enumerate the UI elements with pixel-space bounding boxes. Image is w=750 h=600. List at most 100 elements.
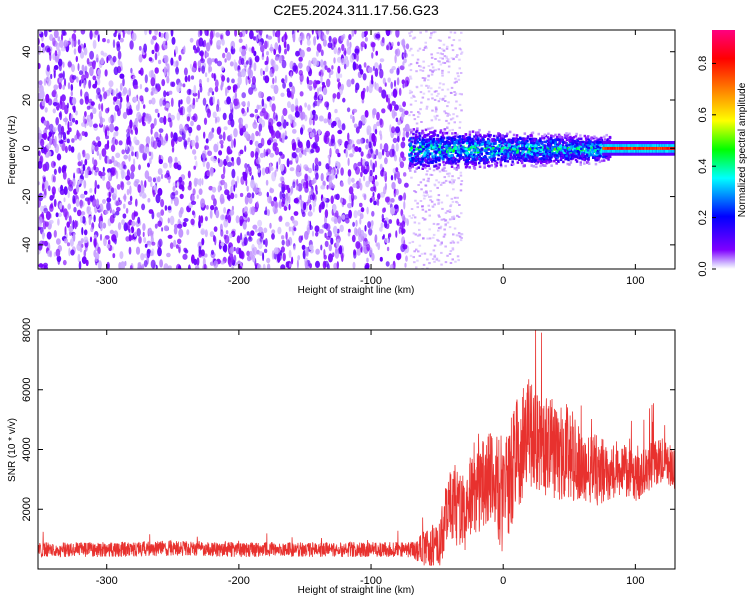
heatmap-cell xyxy=(216,126,222,135)
heatmap-cell xyxy=(262,70,265,76)
heatmap-cell xyxy=(502,137,505,140)
heatmap-cell xyxy=(307,35,310,42)
heatmap-cell xyxy=(517,145,520,148)
heatmap-cell xyxy=(252,254,256,263)
heatmap-cell xyxy=(209,97,214,106)
heatmap-cell xyxy=(448,146,451,149)
heatmap-cell xyxy=(73,206,77,213)
heatmap-cell xyxy=(550,160,553,163)
heatmap-cell xyxy=(133,136,138,144)
heatmap-cell xyxy=(201,65,206,74)
heatmap-cell xyxy=(569,157,573,160)
heatmap-cell xyxy=(58,73,64,78)
heatmap-cell xyxy=(422,135,426,138)
heatmap-cell xyxy=(453,94,457,96)
heatmap-cell xyxy=(93,159,98,167)
heatmap-cell xyxy=(220,143,224,149)
heatmap-cell xyxy=(86,58,90,65)
heatmap-cell xyxy=(155,193,161,204)
heatmap-cell xyxy=(558,141,562,145)
heatmap-cell xyxy=(381,89,387,99)
heatmap-cell xyxy=(391,109,396,119)
heatmap-cell xyxy=(281,134,285,144)
heatmap-cell xyxy=(416,129,419,132)
heatmap-cell xyxy=(253,62,257,72)
heatmap-cell xyxy=(262,263,266,269)
heatmap-cell xyxy=(341,214,346,220)
heatmap-cell xyxy=(553,152,556,155)
heatmap-cell xyxy=(413,96,416,98)
heatmap-cell xyxy=(415,162,418,166)
heatmap-cell xyxy=(213,198,217,207)
heatmap-cell xyxy=(535,165,538,169)
heatmap-cell xyxy=(546,136,550,139)
heatmap-cell xyxy=(327,263,330,269)
heatmap-cell xyxy=(423,252,427,255)
heatmap-cell xyxy=(70,84,74,91)
heatmap-cell xyxy=(454,145,457,149)
heatmap-cell xyxy=(426,258,429,261)
heatmap-cell xyxy=(38,30,42,34)
heatmap-cell xyxy=(561,144,564,147)
heatmap-cell xyxy=(127,89,130,95)
heatmap-cell xyxy=(447,158,451,161)
heatmap-cell xyxy=(426,161,430,164)
heatmap-cell xyxy=(246,106,249,113)
heatmap-cell xyxy=(371,252,375,262)
heatmap-cell xyxy=(416,234,420,237)
heatmap-cell xyxy=(60,94,66,102)
heatmap-cell xyxy=(298,152,303,158)
heatmap-cell xyxy=(67,121,70,131)
heatmap-cell xyxy=(177,164,182,171)
heatmap-cell xyxy=(526,137,529,140)
heatmap-cell xyxy=(397,120,402,126)
heatmap-cell xyxy=(543,133,546,136)
heatmap-cell xyxy=(455,141,458,144)
heatmap-cell xyxy=(366,243,371,252)
heatmap-cell xyxy=(500,149,503,153)
heatmap-cell xyxy=(92,123,98,128)
heatmap-cell xyxy=(169,215,175,226)
heatmap-cell xyxy=(450,150,453,153)
heatmap-cell xyxy=(258,187,261,193)
heatmap-cell xyxy=(341,123,346,131)
heatmap-cell xyxy=(384,237,390,244)
heatmap-cell xyxy=(415,70,418,73)
heatmap-cell xyxy=(417,250,420,253)
heatmap-cell xyxy=(373,200,377,206)
heatmap-cell xyxy=(337,138,343,145)
heatmap-cell xyxy=(203,117,208,126)
heatmap-cell xyxy=(413,152,417,156)
heatmap-cell xyxy=(436,163,439,166)
heatmap-cell xyxy=(326,184,329,190)
heatmap-cell xyxy=(564,136,567,139)
heatmap-cell xyxy=(565,154,568,158)
heatmap-cell xyxy=(456,165,460,168)
heatmap-cell xyxy=(103,91,108,100)
heatmap-cell xyxy=(423,47,427,49)
heatmap-cell xyxy=(139,95,144,102)
heatmap-cell xyxy=(178,228,184,238)
heatmap-cell xyxy=(82,164,86,172)
heatmap-cell xyxy=(395,126,400,134)
heatmap-cell xyxy=(231,157,234,162)
heatmap-cell xyxy=(184,249,189,254)
heatmap-cell xyxy=(467,153,470,157)
heatmap-cell xyxy=(191,115,196,121)
heatmap-cell xyxy=(241,92,246,99)
heatmap-cell xyxy=(205,138,209,144)
heatmap-cell xyxy=(353,162,358,171)
heatmap-cell xyxy=(47,151,52,157)
heatmap-cell xyxy=(150,181,153,188)
heatmap-cell xyxy=(418,244,422,247)
heatmap-cell xyxy=(409,159,412,162)
heatmap-cell xyxy=(147,198,151,203)
heatmap-cell xyxy=(422,164,425,167)
heatmap-cell xyxy=(377,151,383,160)
heatmap-cell xyxy=(599,146,602,150)
heatmap-cell xyxy=(110,138,116,145)
heatmap-cell xyxy=(585,145,588,148)
heatmap-cell xyxy=(465,165,469,168)
heatmap-cell xyxy=(70,90,74,97)
heatmap-cell xyxy=(452,181,455,184)
